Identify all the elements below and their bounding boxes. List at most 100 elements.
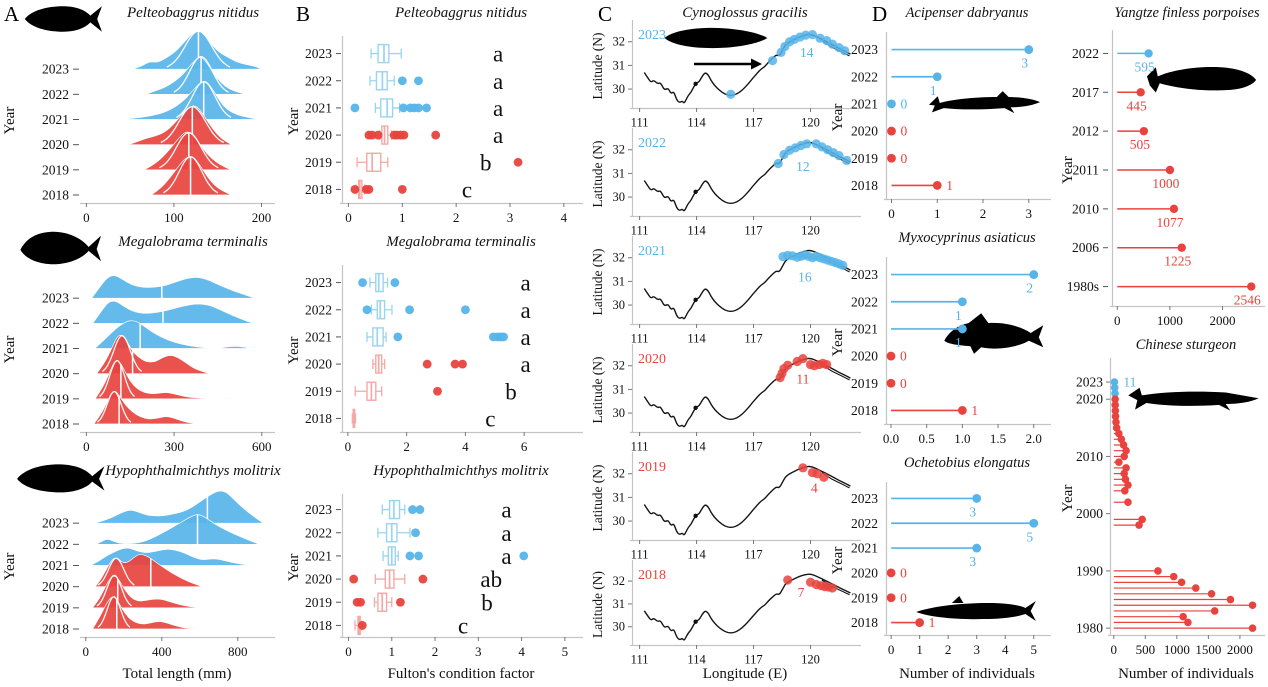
svg-text:Total length (mm): Total length (mm) <box>123 666 232 682</box>
svg-text:2000: 2000 <box>1076 506 1103 521</box>
svg-text:a: a <box>521 325 531 350</box>
ridge-chart-megalobrama-terminalis: 0 300 600 Megalobrama terminalis Year 2023 202… <box>2 231 275 454</box>
svg-text:2021: 2021 <box>305 329 332 344</box>
svg-text:600: 600 <box>252 439 272 454</box>
svg-text:0.0: 0.0 <box>883 431 899 446</box>
sucker-silhouette <box>944 313 1044 354</box>
svg-text:0: 0 <box>888 642 895 657</box>
svg-text:2021: 2021 <box>851 321 878 336</box>
svg-text:32: 32 <box>613 467 626 481</box>
svg-text:0: 0 <box>888 206 895 221</box>
svg-text:2019: 2019 <box>42 162 69 177</box>
svg-text:3: 3 <box>1026 206 1033 221</box>
svg-text:2021: 2021 <box>638 244 666 259</box>
svg-text:2023: 2023 <box>851 267 878 282</box>
svg-text:31: 31 <box>613 274 626 288</box>
svg-text:32: 32 <box>613 35 626 49</box>
svg-text:a: a <box>493 69 503 94</box>
map-chart-2018: 111 114 117 120 Longitude (E) Latitude (N) 30 3… <box>590 560 861 682</box>
svg-text:2023: 2023 <box>1076 375 1103 390</box>
svg-text:111: 111 <box>631 440 649 454</box>
svg-text:0: 0 <box>345 439 352 454</box>
svg-text:2021: 2021 <box>851 541 878 556</box>
lollipop-chart-chinese-sturgeon: 0 500 1000 1500 2000 Chinese sturgeon Number o… <box>1060 337 1265 682</box>
elongate-fish-silhouette <box>916 596 1036 621</box>
svg-text:1: 1 <box>929 615 936 630</box>
porpoise-silhouette <box>1146 66 1257 93</box>
svg-text:0: 0 <box>1111 642 1118 657</box>
svg-text:595: 595 <box>1134 59 1155 74</box>
svg-text:Latitude (N): Latitude (N) <box>590 32 605 99</box>
svg-text:500: 500 <box>1136 642 1156 657</box>
svg-text:30: 30 <box>613 298 626 312</box>
svg-text:2022: 2022 <box>42 316 69 331</box>
svg-text:2018: 2018 <box>305 411 332 426</box>
svg-text:0: 0 <box>83 210 90 225</box>
panel-a-label: A <box>4 2 20 26</box>
svg-text:2020: 2020 <box>638 352 666 367</box>
svg-text:1990: 1990 <box>1076 563 1103 578</box>
svg-text:0: 0 <box>900 96 907 111</box>
svg-text:31: 31 <box>613 382 626 396</box>
svg-text:14: 14 <box>800 45 814 60</box>
svg-text:117: 117 <box>744 116 762 130</box>
svg-text:5: 5 <box>562 644 569 659</box>
svg-text:2021: 2021 <box>305 100 332 115</box>
svg-text:2010: 2010 <box>1076 449 1103 464</box>
svg-text:Year: Year <box>830 329 846 357</box>
map-chart-2020: 111 114 117 120 Latitude (N) 30 31 32 2020 11 <box>590 344 861 454</box>
svg-text:2022: 2022 <box>42 87 69 102</box>
svg-text:2023: 2023 <box>638 28 666 43</box>
svg-text:2018: 2018 <box>42 188 69 203</box>
carp-silhouette <box>17 464 105 493</box>
svg-text:Pelteobaggrus nitidus: Pelteobaggrus nitidus <box>126 5 259 21</box>
svg-text:1: 1 <box>389 644 396 659</box>
svg-text:3: 3 <box>973 642 980 657</box>
svg-text:2020: 2020 <box>851 349 878 364</box>
svg-text:1: 1 <box>930 83 937 98</box>
svg-text:0: 0 <box>900 376 907 391</box>
svg-text:32: 32 <box>613 359 626 373</box>
box-chart-hypophthalmichthys-molitrix: 0 1 2 3 4 5 Hypophthalmichthys molitrix Fulton'… <box>286 463 583 682</box>
box-chart-megalobrama-terminalis: 0 2 4 6 Megalobrama terminalis Year a 2023 a 2022… <box>286 234 583 454</box>
svg-text:2020: 2020 <box>305 128 332 143</box>
svg-text:Longitude (E): Longitude (E) <box>703 666 788 682</box>
svg-text:2020: 2020 <box>42 579 69 594</box>
svg-text:2: 2 <box>1026 281 1033 296</box>
svg-text:Latitude (N): Latitude (N) <box>590 464 605 531</box>
svg-text:2: 2 <box>453 210 460 225</box>
svg-text:2019: 2019 <box>851 376 878 391</box>
svg-text:30: 30 <box>613 406 626 420</box>
bream-silhouette <box>20 231 102 265</box>
svg-text:16: 16 <box>798 269 812 284</box>
svg-text:2020: 2020 <box>42 137 69 152</box>
sturgeon-silhouette <box>928 91 1041 114</box>
svg-text:2019: 2019 <box>851 590 878 605</box>
svg-text:1000: 1000 <box>1152 176 1179 191</box>
svg-text:2022: 2022 <box>851 516 878 531</box>
svg-text:3: 3 <box>475 644 482 659</box>
map-chart-2023: 111 114 117 120 Cynoglossus gracilis Latitude… <box>590 5 861 130</box>
svg-text:30: 30 <box>613 190 626 204</box>
svg-text:0: 0 <box>900 151 907 166</box>
svg-text:Number of individuals: Number of individuals <box>899 666 1035 682</box>
svg-text:120: 120 <box>801 440 820 454</box>
box-chart-pelteobaggrus-nitidus: 0 1 2 3 4 Pelteobaggrus nitidus Year a 2023 a 2022… <box>286 5 583 225</box>
svg-text:31: 31 <box>613 166 626 180</box>
svg-text:Latitude (N): Latitude (N) <box>590 248 605 315</box>
svg-text:Acipenser dabryanus: Acipenser dabryanus <box>905 5 1029 21</box>
svg-text:1000: 1000 <box>1157 313 1183 328</box>
lollipop-chart-acipenser-dabryanus: 0 1 2 3 Acipenser dabryanus Year 2023 2022 2021 2… <box>830 5 1051 221</box>
svg-text:100: 100 <box>164 210 184 225</box>
svg-text:a: a <box>493 96 503 121</box>
svg-text:3: 3 <box>969 504 976 519</box>
svg-text:0: 0 <box>83 644 90 659</box>
svg-text:2019: 2019 <box>638 460 666 475</box>
svg-text:a: a <box>521 352 531 377</box>
svg-text:2023: 2023 <box>305 46 332 61</box>
svg-text:2021: 2021 <box>305 548 332 563</box>
svg-text:ab: ab <box>480 567 502 592</box>
svg-text:2023: 2023 <box>305 502 332 517</box>
svg-text:0: 0 <box>345 644 352 659</box>
